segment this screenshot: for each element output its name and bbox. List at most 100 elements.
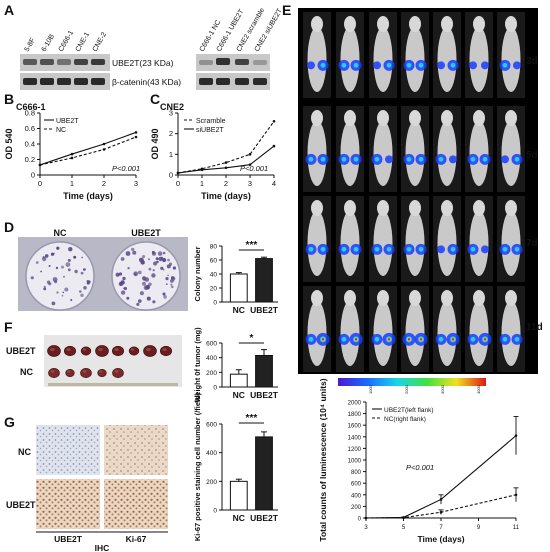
day-label: 7d [526, 238, 538, 249]
colony-dot [144, 277, 150, 282]
colony-dot [152, 269, 155, 272]
y-tick-label: 60 [210, 258, 218, 265]
lumi-signal-mid [438, 336, 444, 342]
colony-dot [30, 276, 34, 280]
tumor-highlight [114, 348, 119, 351]
y-tick-label: 0 [169, 171, 173, 180]
mouse-body [340, 210, 360, 276]
colony-dot [56, 246, 60, 250]
y-axis-label: Weight 0f tumor (mg) [193, 327, 202, 403]
panel-label-f: F [4, 319, 13, 335]
lumi-signal-mid [418, 62, 424, 68]
tumor-highlight [50, 370, 55, 373]
lumi-signal-hot [419, 338, 423, 341]
colony-dot [43, 287, 47, 291]
y-axis-label: Total counts of luminescence (10⁴ units) [318, 378, 328, 541]
colorbar-gradient [338, 378, 486, 386]
lumi-signal-mid [341, 156, 347, 162]
tumor-row-label-ube2t: UBE2T [6, 346, 36, 356]
tumor [80, 368, 92, 378]
colony-dot [40, 270, 42, 273]
colorbar-tick: 4000 [476, 384, 481, 394]
colony-dot [126, 296, 130, 300]
y-tick-label: 600 [206, 341, 217, 348]
colony-dot [143, 285, 149, 291]
mouse-head [344, 290, 356, 307]
y-tick-label: 0 [213, 508, 217, 515]
y-tick-label: 400 [206, 450, 217, 457]
tumor [97, 369, 107, 377]
colony-dot [42, 256, 45, 259]
legend-entry: NC [56, 127, 66, 134]
ihc-col-label-ube2t: UBE2T [54, 534, 83, 544]
panel-g-chart: 0 200 400 600 NC UBE2T *** Ki-67 positive stain… [193, 392, 279, 541]
tumor-highlight [50, 347, 55, 352]
tumor-highlight [98, 370, 103, 373]
colony-dot [142, 255, 146, 258]
significance-stars: *** [246, 413, 258, 424]
colony-dot [81, 256, 83, 259]
mouse-body [469, 120, 489, 186]
panel-g-ihc-images: NC UBE2T UBE2T Ki-67 IHC [6, 425, 168, 552]
blot-bands [23, 59, 105, 85]
x-tick-label: 0 [38, 179, 42, 188]
mouse-head [377, 200, 389, 217]
tumor-highlight [82, 370, 87, 373]
y-tick-label: 0 [213, 385, 217, 392]
lumi-signal-outer [373, 61, 381, 70]
panel-f-chart: 0 200 400 600 NC UBE2T * Weight 0f tumor (mg) [193, 327, 279, 403]
lumi-signal-outer [449, 155, 457, 164]
tumor [65, 369, 75, 377]
mouse-head [473, 290, 485, 307]
lumi-signal-mid [320, 156, 326, 162]
ihc-row-label-nc: NC [18, 447, 31, 457]
lumi-signal-mid [353, 62, 359, 68]
luminescence-colorbar: 1000 2000 3000 4000 [338, 378, 486, 394]
y-tick-label: 1600 [348, 424, 362, 430]
y-tick-label: 0 [358, 517, 362, 523]
bar-1 [255, 354, 273, 388]
x-tick-label: 0 [176, 179, 180, 188]
y-tick-label: 80 [210, 244, 218, 251]
day-label: 3d [526, 56, 538, 67]
data-point [514, 493, 518, 497]
colony-dot [79, 290, 82, 293]
colony-dot [153, 261, 158, 266]
lane-label: CNE-1 [75, 31, 92, 53]
blot-lane-labels-left: 5-8F 6-10B C666-1 CNE-1 CNE-2 [24, 30, 109, 53]
mouse-head [505, 16, 517, 33]
tumor-highlight [130, 348, 135, 351]
x-tick-label: 11 [513, 525, 520, 531]
series-line-0 [39, 131, 137, 166]
mouse-head [311, 290, 323, 307]
colony-dot [171, 276, 176, 281]
bar-0 [229, 373, 248, 388]
significance-stars: *** [246, 240, 258, 251]
data-point [248, 153, 252, 156]
lumi-signal-mid [450, 62, 456, 68]
series-line-0 [365, 435, 517, 519]
lumi-signal-outer [385, 155, 393, 164]
ihc-image-nc-ube2t [36, 425, 100, 475]
lumi-signal-mid [514, 246, 520, 252]
colony-dot [123, 286, 127, 291]
mouse-head [409, 290, 421, 307]
colony-dot [62, 291, 65, 294]
y-tick-label: 3 [169, 109, 173, 118]
tumors [47, 345, 178, 386]
lumi-signal-hot [321, 338, 325, 341]
legend-entry: NC(right flank) [384, 416, 426, 423]
colorbar-tick: 1000 [368, 384, 373, 394]
data-point [439, 498, 443, 501]
tumor [112, 345, 125, 357]
mouse-body [437, 120, 457, 186]
y-tick-label: 1200 [348, 447, 362, 453]
colony-dot [148, 258, 150, 261]
data-point [134, 131, 138, 134]
data-point [224, 161, 228, 164]
lumi-signal-mid [450, 246, 456, 252]
mouse-head [441, 200, 453, 217]
data-point [272, 144, 276, 148]
x-tick-label: 7 [439, 525, 443, 531]
x-axis-label: Time (days) [417, 534, 464, 544]
